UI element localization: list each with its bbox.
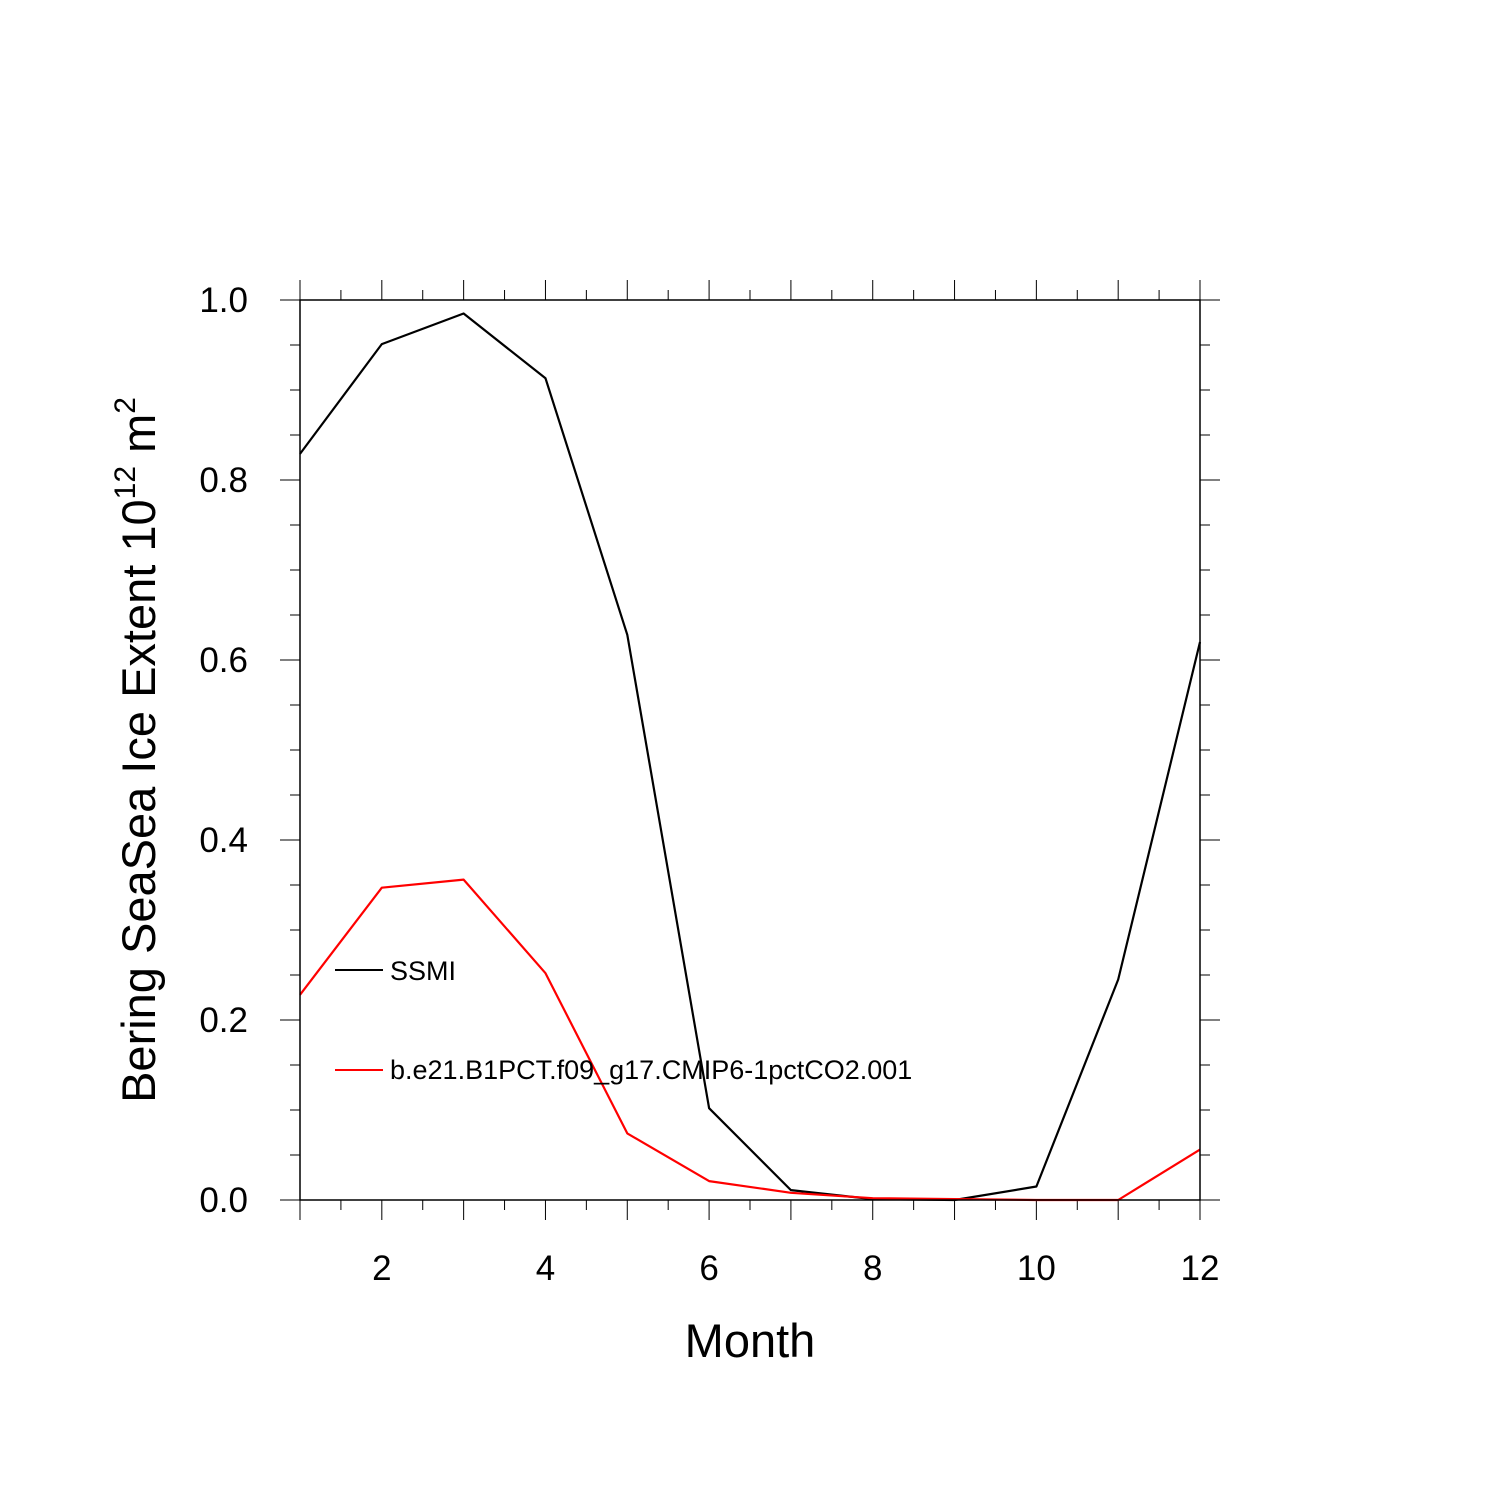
x-tick-label: 10: [1017, 1249, 1056, 1288]
x-tick-label: 8: [863, 1249, 882, 1288]
legend-label-ssmi: SSMI: [390, 956, 456, 986]
x-axis-title: Month: [685, 1314, 816, 1367]
legend-label-model: b.e21.B1PCT.f09_g17.CMIP6-1pctCO2.001: [390, 1055, 912, 1085]
series-line-1: [299, 878, 1201, 1202]
y-tick-label: 0.0: [199, 1181, 248, 1220]
axis-ticks: [280, 280, 1220, 1220]
tick-labels: 2 4 6 8 10 12 0.0 0.2 0.4 0.6 0.8 1.0: [199, 281, 1219, 1288]
series-line-0: [299, 312, 1202, 1202]
y-axis-title-unit: m: [112, 414, 165, 466]
plot-frame: [299, 299, 1201, 1201]
y-axis-title-unit-exponent: 2: [109, 397, 142, 414]
legend: SSMI b.e21.B1PCT.f09_g17.CMIP6-1pctCO2.0…: [335, 956, 912, 1085]
y-tick-label: 0.2: [199, 1001, 248, 1040]
y-axis-title-main: Bering SeaSea Ice Extent 10: [112, 499, 165, 1103]
x-tick-label: 4: [536, 1249, 555, 1288]
x-tick-label: 6: [699, 1249, 718, 1288]
y-tick-label: 0.8: [199, 461, 248, 500]
y-axis-title-exponent: 12: [109, 466, 142, 499]
x-tick-label: 12: [1181, 1249, 1220, 1288]
y-tick-label: 0.4: [199, 821, 248, 860]
y-tick-label: 1.0: [199, 281, 248, 320]
y-tick-label: 0.6: [199, 641, 248, 680]
y-axis-title: Bering SeaSea Ice Extent 1012 m2: [109, 397, 165, 1103]
x-tick-label: 2: [372, 1249, 391, 1288]
